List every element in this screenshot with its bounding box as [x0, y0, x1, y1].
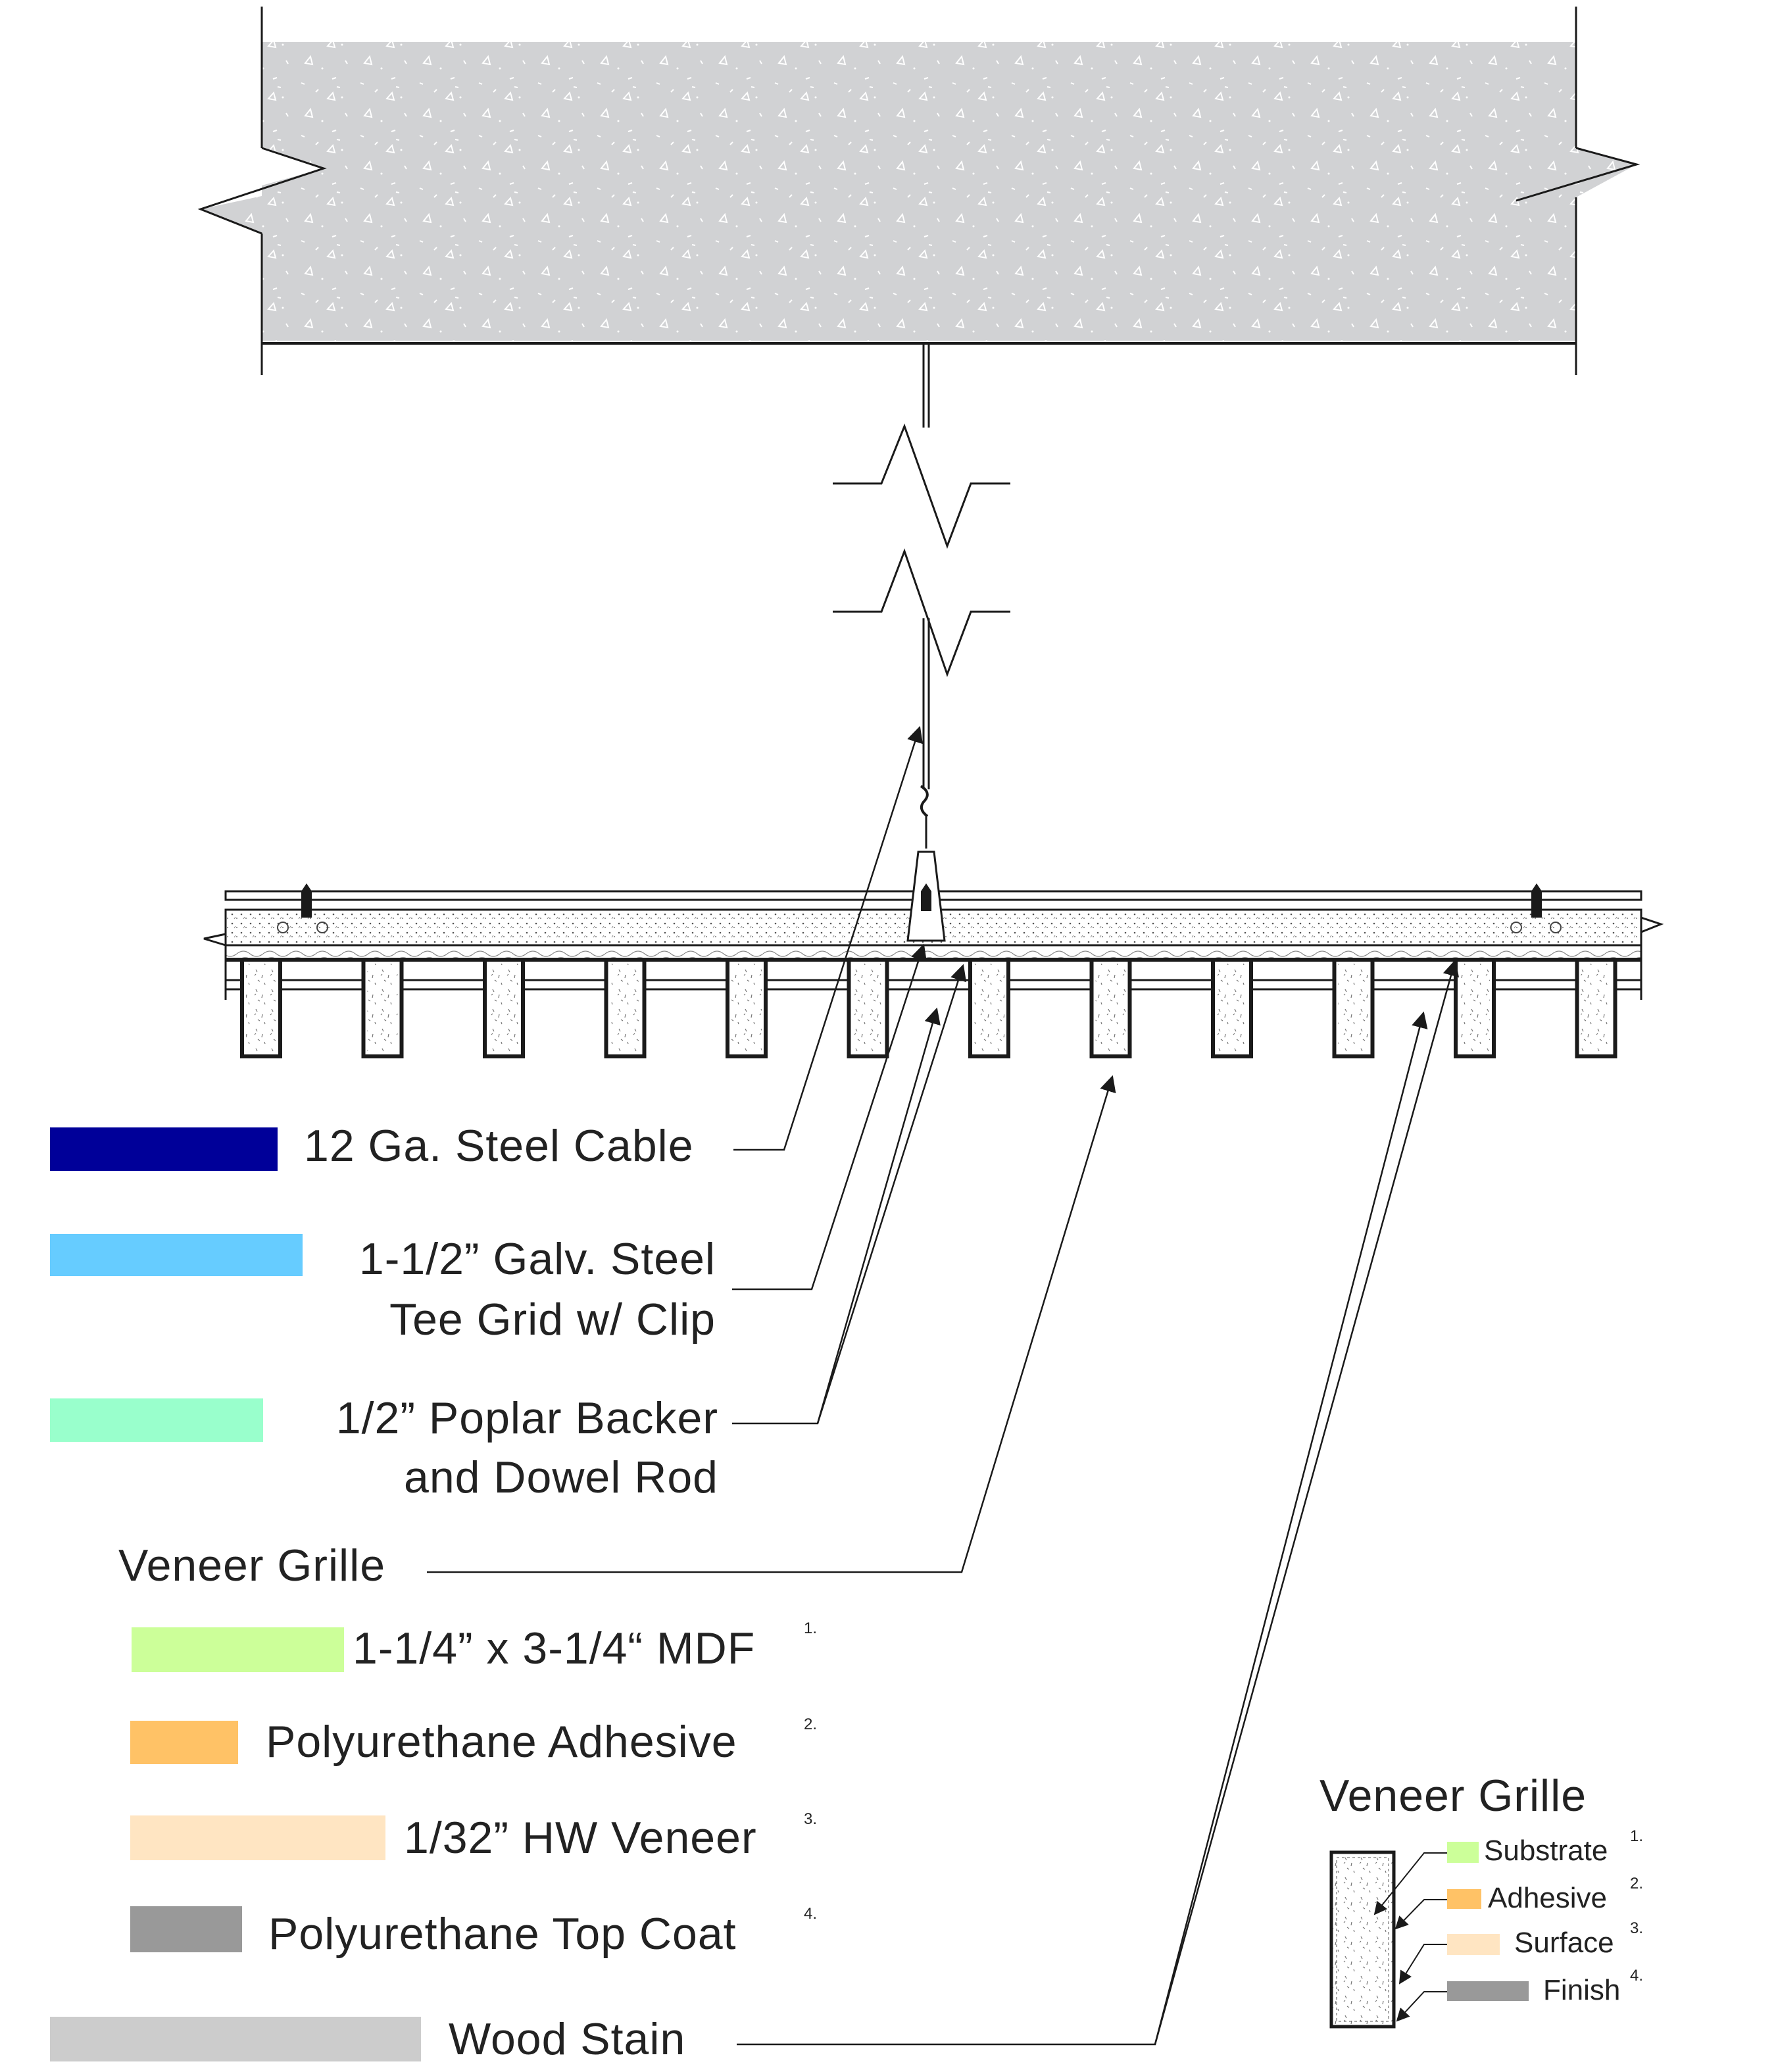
backer-label-line2: and Dowel Rod — [404, 1452, 718, 1502]
adhesive-label: Polyurethane Adhesive — [266, 1717, 737, 1767]
tee-grid-label-line2: Tee Grid w/ Clip — [389, 1295, 716, 1344]
stain-label: Wood Stain — [449, 2014, 686, 2064]
poplar-backer — [224, 944, 1642, 1000]
veneer-grille-heading: Veneer Grille — [118, 1541, 386, 1591]
detail-substrate-swatch — [1447, 1842, 1479, 1863]
leader-wood-stain-1 — [737, 1011, 1428, 2046]
concrete-slab — [197, 7, 1640, 375]
grille-slat-texture — [731, 964, 762, 1052]
grille-slat-texture — [1217, 964, 1247, 1052]
detail-substrate-number: 1. — [1630, 1827, 1644, 1845]
veneer-swatch — [130, 1815, 385, 1860]
leader-backer-2 — [816, 964, 967, 1424]
topcoat-swatch — [130, 1906, 242, 1952]
mdf-label: 1-1/4” x 3-1/4“ MDF — [353, 1623, 756, 1673]
grille-slat-texture — [852, 964, 883, 1052]
detail-title: Veneer Grille — [1320, 1771, 1587, 1821]
detail-finish-swatch — [1447, 1981, 1529, 2001]
adhesive-swatch — [130, 1721, 238, 1764]
tee-grid — [203, 851, 1664, 947]
backer-label-line1: 1/2” Poplar Backer — [335, 1393, 718, 1443]
detail-substrate-label: Substrate — [1484, 1835, 1608, 1867]
cable-swatch — [50, 1127, 278, 1171]
veneer-grille-slats — [240, 958, 1617, 1058]
grille-slat-texture — [974, 964, 1004, 1052]
grille-slat-texture — [610, 964, 641, 1052]
grille-slat-texture — [246, 964, 276, 1052]
steel-cable — [833, 343, 1010, 849]
topcoat-number: 4. — [804, 1905, 818, 1923]
detail-slat — [1329, 1850, 1447, 2029]
grille-slat-texture — [1581, 964, 1612, 1052]
leader-cable — [733, 726, 924, 1151]
grille-slat-texture — [489, 964, 519, 1052]
mdf-swatch — [132, 1627, 344, 1672]
veneer-label: 1/32” HW Veneer — [404, 1813, 757, 1863]
detail-surface-label: Surface — [1514, 1927, 1614, 1959]
leader-veneer-grille — [427, 1075, 1116, 1573]
leader-wood-stain-2 — [1154, 959, 1460, 2045]
grille-slat-texture — [1095, 964, 1126, 1052]
cable-label: 12 Ga. Steel Cable — [304, 1121, 694, 1171]
detail-adhesive-swatch — [1447, 1889, 1481, 1909]
tee-grid-swatch — [50, 1234, 303, 1276]
leader-lines — [427, 726, 1460, 2046]
grille-slat-texture — [1338, 964, 1369, 1052]
grille-slat-texture — [367, 964, 398, 1052]
stain-swatch — [50, 2017, 421, 2061]
detail-finish-label: Finish — [1543, 1974, 1621, 2006]
detail-surface-number: 3. — [1630, 1919, 1644, 1937]
grille-slat-texture — [1460, 964, 1490, 1052]
topcoat-label: Polyurethane Top Coat — [268, 1909, 737, 1959]
detail-finish-number: 4. — [1630, 1967, 1644, 1985]
backer-swatch — [50, 1398, 263, 1442]
leader-backer-1 — [732, 1007, 941, 1425]
tee-grid-label-line1: 1-1/2” Galv. Steel — [358, 1234, 716, 1284]
detail-adhesive-label: Adhesive — [1488, 1882, 1608, 1914]
detail-surface-swatch — [1447, 1934, 1500, 1955]
mdf-number: 1. — [804, 1619, 818, 1637]
adhesive-number: 2. — [804, 1715, 818, 1733]
leader-tee-grid — [732, 943, 927, 1291]
veneer-number: 3. — [804, 1810, 818, 1828]
detail-adhesive-number: 2. — [1630, 1875, 1644, 1892]
